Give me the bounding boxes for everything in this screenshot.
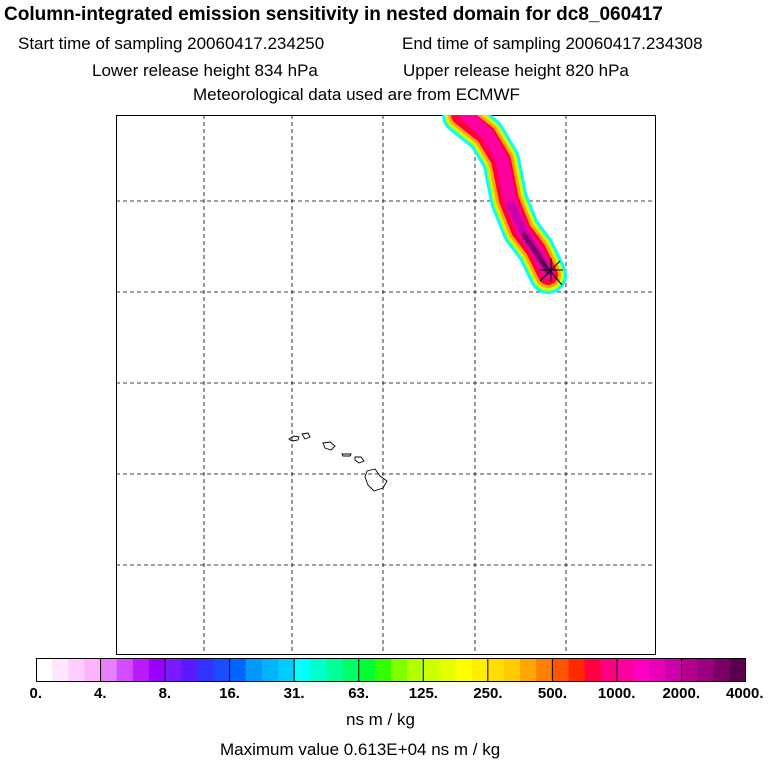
colorbar-tick-label: 250.	[473, 685, 503, 702]
colorbar-tick-label: 0.	[29, 685, 43, 702]
map-frame	[116, 115, 656, 655]
colorbar-cell	[245, 658, 263, 682]
lower-release-label: Lower release height 834 hPa	[92, 61, 318, 80]
colorbar-cell	[681, 658, 699, 682]
colorbar-cell	[261, 658, 279, 682]
colorbar-cell	[503, 658, 521, 682]
colorbar-cell	[229, 658, 247, 682]
colorbar-cell	[471, 658, 489, 682]
colorbar-cell	[342, 658, 360, 682]
colorbar-cell	[165, 658, 182, 682]
colorbar-cell	[278, 658, 295, 682]
colorbar-cell	[439, 658, 457, 682]
colorbar-cell	[326, 658, 344, 682]
colorbar-cell	[729, 658, 746, 682]
colorbar-cell	[584, 658, 602, 682]
colorbar-cell	[213, 658, 231, 682]
colorbar	[36, 658, 746, 682]
colorbar-cell	[616, 658, 634, 682]
colorbar-cell	[358, 658, 376, 682]
colorbar-cell	[36, 658, 53, 682]
colorbar-cell	[487, 658, 505, 682]
colorbar-cell	[600, 658, 618, 682]
plot-title: Column-integrated emission sensitivity i…	[4, 4, 663, 25]
colorbar-tick-label: 8.	[158, 685, 172, 702]
map-panel	[116, 115, 656, 655]
colorbar-cell	[568, 658, 586, 682]
colorbar-cell	[536, 658, 553, 682]
colorbar-cell	[391, 658, 408, 682]
map-gridlines	[116, 115, 656, 655]
colorbar-cell	[520, 658, 537, 682]
end-time-label: End time of sampling 20060417.234308	[402, 34, 703, 53]
colorbar-cell	[181, 658, 198, 682]
colorbar-cell	[697, 658, 715, 682]
release-point-marker	[539, 258, 563, 286]
maximum-value-label: Maximum value 0.613E+04 ns m / kg	[220, 740, 501, 759]
colorbar-cell	[52, 658, 69, 682]
colorbar-cell	[455, 658, 473, 682]
colorbar-cell	[197, 658, 215, 682]
colorbar-cell	[713, 658, 731, 682]
colorbar-tick-label: 1000.	[597, 685, 636, 702]
colorbar-tick-label: 63.	[348, 685, 370, 702]
colorbar-cell	[552, 658, 570, 682]
colorbar-cell	[374, 658, 392, 682]
colorbar-cell	[132, 658, 150, 682]
start-time-label: Start time of sampling 20060417.234250	[18, 34, 325, 53]
colorbar-tick-label: 31.	[283, 685, 305, 702]
colorbar-cell	[649, 658, 666, 682]
colorbar-cell	[423, 658, 441, 682]
colorbar-cell	[407, 658, 424, 682]
colorbar-cell	[116, 658, 134, 682]
hawaiian-islands-outline	[288, 432, 388, 492]
upper-release-label: Upper release height 820 hPa	[403, 61, 629, 80]
colorbar-cell	[68, 658, 86, 682]
colorbar-cell	[310, 658, 328, 682]
colorbar-tick-label: 125.	[408, 685, 438, 702]
colorbar-frame	[36, 658, 746, 682]
colorbar-cell	[148, 658, 166, 682]
colorbar-cell	[633, 658, 650, 682]
colorbar-tick-label: 4.	[94, 685, 107, 702]
colorbar-cell	[84, 658, 102, 682]
colorbar-tick-label: 2000.	[662, 685, 700, 702]
colorbar-cell	[294, 658, 311, 682]
colorbar-tick-label: 4000.	[726, 685, 764, 702]
colorbar-units: ns m / kg	[346, 710, 415, 729]
colorbar-tick-label: 500.	[537, 685, 568, 702]
met-data-label: Meteorological data used are from ECMWF	[193, 85, 520, 104]
colorbar-cell	[100, 658, 118, 682]
colorbar-cell	[665, 658, 683, 682]
colorbar-tick-label: 16.	[219, 685, 240, 702]
